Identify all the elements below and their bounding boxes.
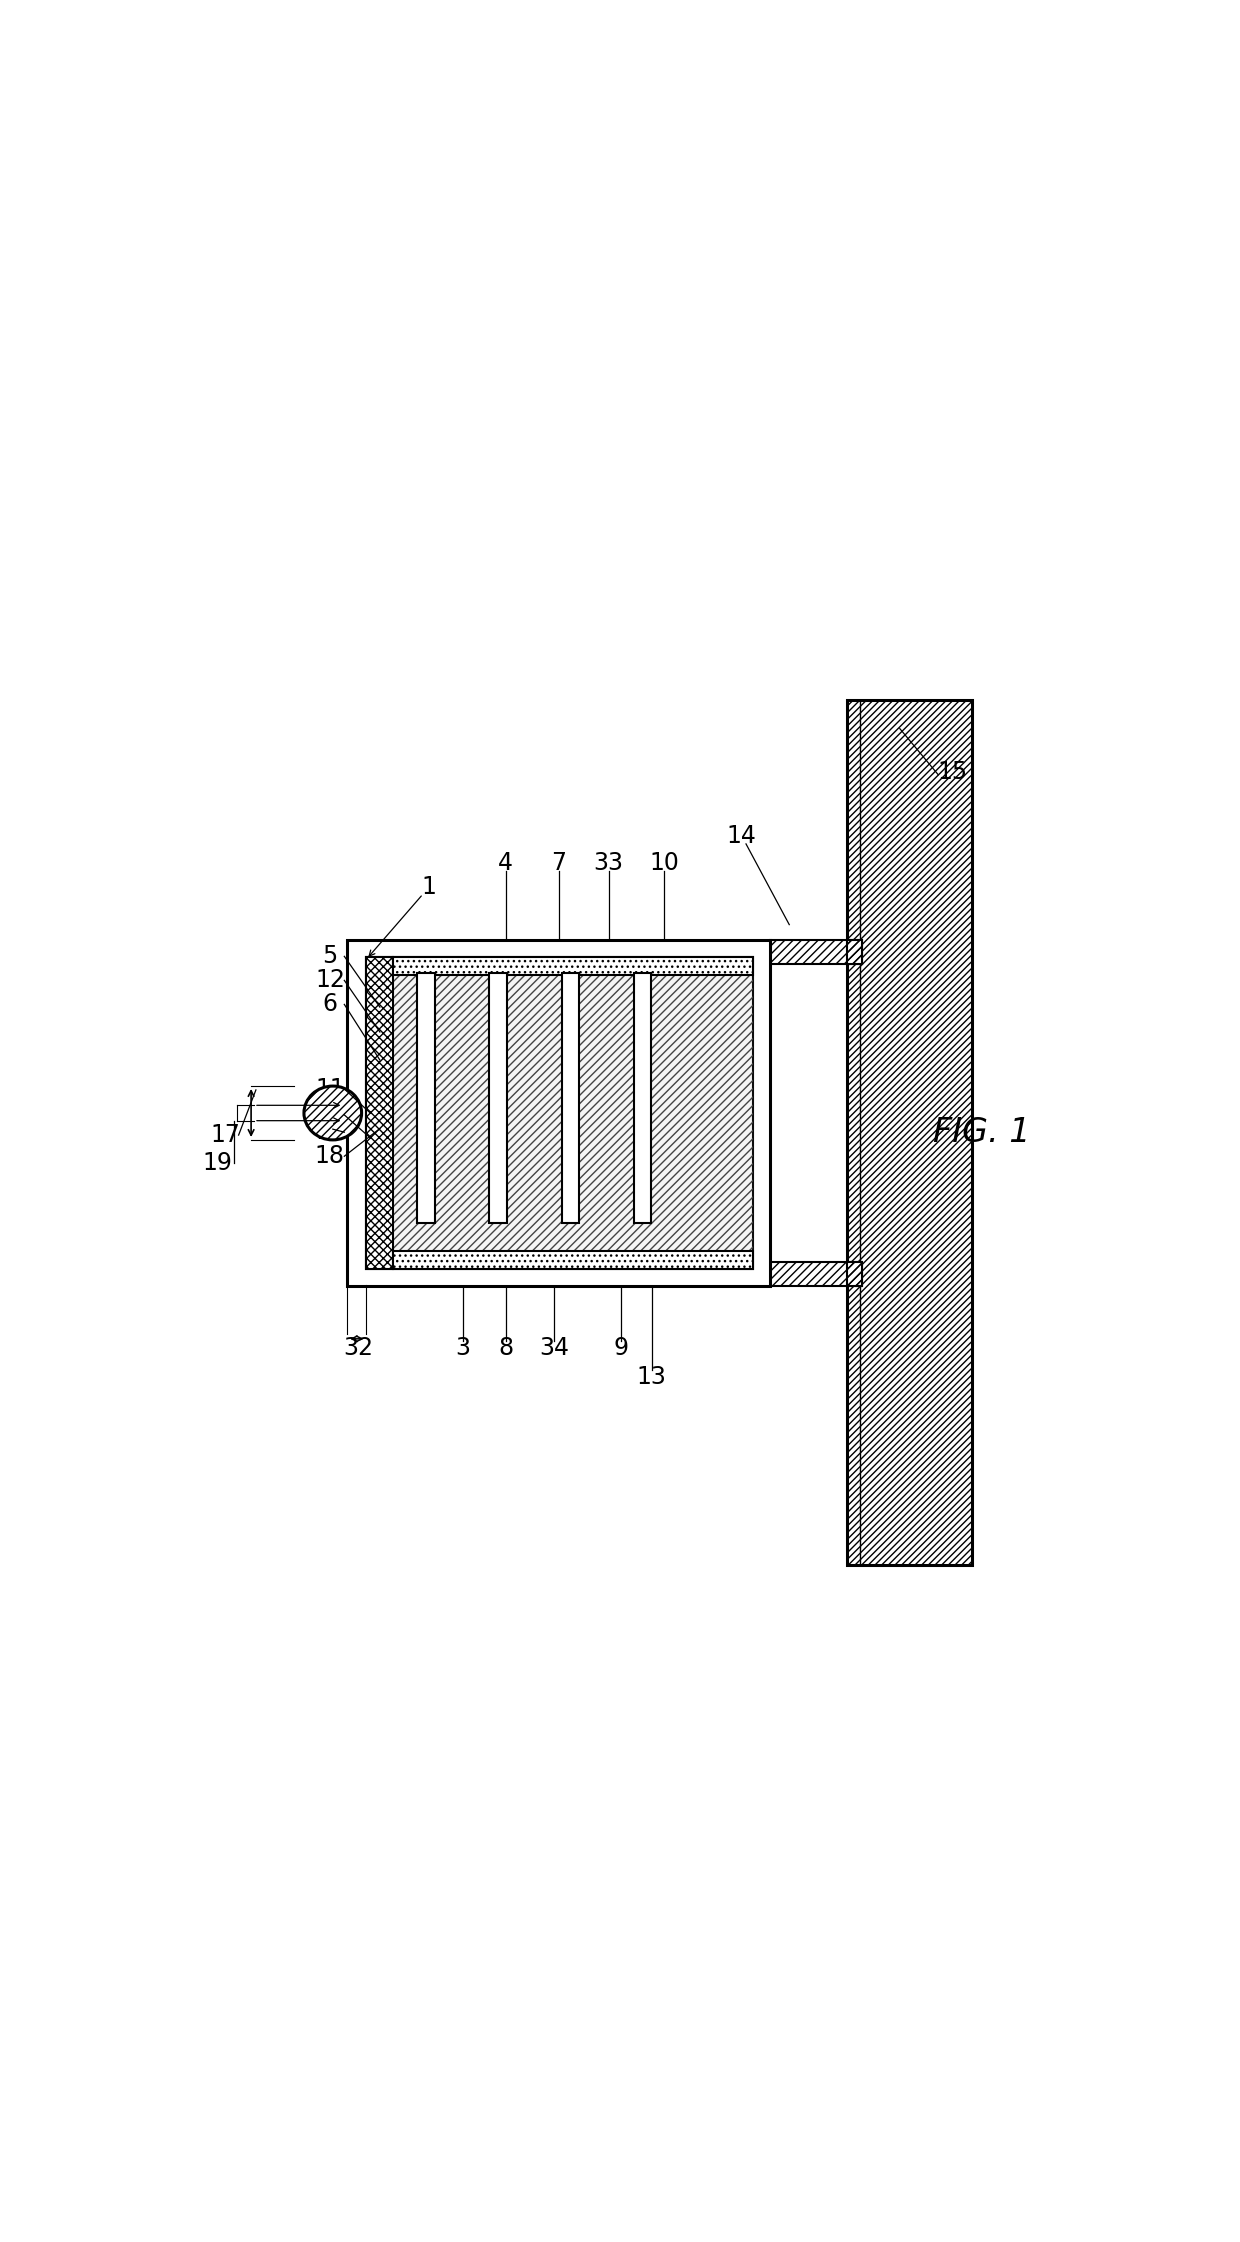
Bar (847, 939, 862, 964)
Text: 12: 12 (315, 969, 345, 993)
Text: 2: 2 (322, 1103, 337, 1128)
Text: FIG. 1: FIG. 1 (932, 1117, 1030, 1148)
Text: 10: 10 (650, 852, 680, 874)
Text: 33: 33 (594, 852, 624, 874)
Text: 1: 1 (422, 874, 436, 899)
Bar (562, 973, 579, 1222)
Text: 34: 34 (539, 1336, 569, 1361)
Text: 4: 4 (498, 852, 513, 874)
Bar (847, 700, 972, 1565)
Text: 7: 7 (551, 852, 567, 874)
Text: 19: 19 (202, 1150, 232, 1175)
Bar (847, 939, 862, 964)
Bar (393, 1251, 753, 1269)
Bar (347, 939, 770, 1287)
Text: 3: 3 (455, 1336, 470, 1361)
Ellipse shape (304, 1085, 362, 1139)
Text: 15: 15 (937, 760, 967, 785)
Bar (847, 1262, 862, 1287)
Bar (847, 1262, 862, 1287)
Bar (770, 1262, 862, 1287)
Bar (367, 957, 393, 1269)
Bar (418, 973, 435, 1222)
Bar (770, 939, 862, 964)
Text: 14: 14 (727, 825, 756, 847)
Bar (770, 939, 862, 964)
Text: 18: 18 (315, 1143, 345, 1168)
Bar (770, 1262, 862, 1287)
Bar (393, 1251, 753, 1269)
Text: 9: 9 (614, 1336, 629, 1361)
Text: 8: 8 (498, 1336, 513, 1361)
Bar (367, 957, 393, 1269)
Text: 16: 16 (315, 1121, 345, 1143)
Text: 5: 5 (322, 944, 337, 969)
Text: 6: 6 (322, 993, 337, 1016)
Text: 11: 11 (315, 1076, 345, 1101)
Bar (393, 957, 753, 975)
Text: 32: 32 (343, 1336, 373, 1361)
Bar (393, 957, 753, 975)
Text: 17: 17 (211, 1123, 241, 1148)
Bar (847, 700, 972, 1565)
Bar (367, 957, 753, 1269)
Bar (367, 957, 753, 1269)
Bar (634, 973, 651, 1222)
Text: 13: 13 (637, 1365, 667, 1390)
Bar (490, 973, 507, 1222)
